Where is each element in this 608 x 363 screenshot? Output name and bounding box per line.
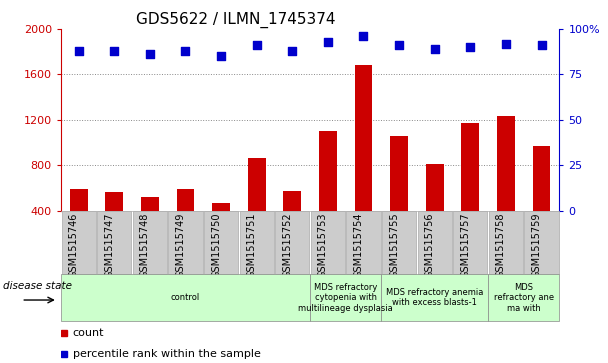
Point [109,48,119,54]
Bar [310,274,381,321]
Point [216,53,226,59]
Text: MDS refractory anemia
with excess blasts-1: MDS refractory anemia with excess blasts… [386,288,483,307]
Text: MDS refractory
cytopenia with
multilineage dysplasia: MDS refractory cytopenia with multilinea… [299,283,393,313]
Text: percentile rank within the sample: percentile rank within the sample [73,349,261,359]
Bar [488,274,559,321]
Point [394,42,404,48]
Text: GSM1515756: GSM1515756 [425,212,435,278]
Point [181,48,190,54]
Bar [105,192,123,256]
Bar [390,136,408,256]
Bar [381,274,488,321]
Bar [525,211,559,274]
Bar [176,189,195,256]
Bar [61,211,95,274]
Text: count: count [73,328,104,338]
Point [323,39,333,45]
Bar [426,164,444,256]
Text: GSM1515755: GSM1515755 [389,212,399,278]
Bar [453,211,488,274]
Bar [354,65,372,256]
Text: disease state: disease state [3,281,72,291]
Bar [347,211,381,274]
Bar [168,211,202,274]
Point [466,44,475,50]
Text: GSM1515757: GSM1515757 [460,212,471,278]
Bar [247,158,266,256]
Bar [497,117,515,256]
Text: GSM1515754: GSM1515754 [353,212,364,278]
Point [430,46,440,52]
Point [145,52,154,57]
Bar [133,211,167,274]
Bar [212,203,230,256]
Bar [489,211,523,274]
Text: GSM1515748: GSM1515748 [140,212,150,278]
Text: GSM1515746: GSM1515746 [69,212,78,278]
Bar [204,211,238,274]
Point [288,48,297,54]
Text: GDS5622 / ILMN_1745374: GDS5622 / ILMN_1745374 [136,12,335,28]
Text: GSM1515747: GSM1515747 [104,212,114,278]
Bar [461,123,479,256]
Bar [141,197,159,256]
Text: GSM1515751: GSM1515751 [247,212,257,278]
Bar [70,189,88,256]
Bar [61,274,310,321]
Point [74,48,83,54]
Bar [275,211,309,274]
Text: GSM1515749: GSM1515749 [176,212,185,278]
Text: GSM1515758: GSM1515758 [496,212,506,278]
Bar [283,191,301,256]
Text: control: control [171,293,200,302]
Point [359,33,368,39]
Text: MDS
refractory ane
ma with: MDS refractory ane ma with [494,283,554,313]
Bar [240,211,274,274]
Text: GSM1515750: GSM1515750 [211,212,221,278]
Bar [533,146,550,256]
Bar [418,211,452,274]
Text: GSM1515753: GSM1515753 [318,212,328,278]
Text: GSM1515752: GSM1515752 [282,212,292,278]
Point [537,42,547,48]
Point [501,41,511,46]
Bar [319,131,337,256]
Bar [97,211,131,274]
Point [252,42,261,48]
Bar [382,211,416,274]
Bar [311,211,345,274]
Text: GSM1515759: GSM1515759 [531,212,542,278]
